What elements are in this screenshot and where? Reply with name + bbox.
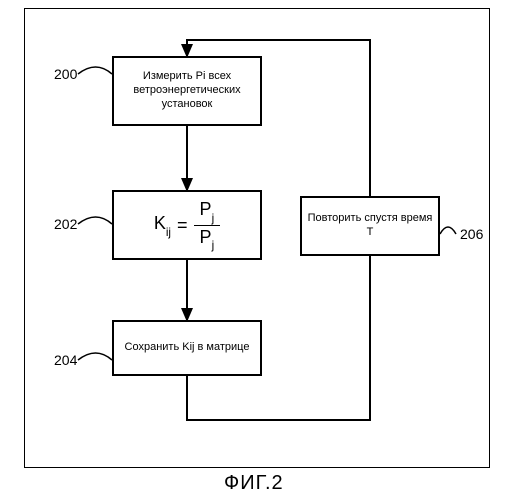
flow-node-measure: Измерить Pi всех ветроэнергетических уст… (112, 56, 262, 126)
formula-lhs: Kij (154, 213, 171, 237)
ref-label-204: 204 (54, 352, 77, 368)
diagram-canvas: Измерить Pi всех ветроэнергетических уст… (0, 0, 512, 500)
node-text: Измерить Pi всех ветроэнергетических уст… (118, 70, 256, 111)
fraction: Pj Pj (194, 200, 221, 250)
ref-label-202: 202 (54, 216, 77, 232)
flow-node-repeat: Повторить спустя время T (300, 196, 440, 256)
figure-caption: ФИГ.2 (224, 472, 284, 495)
node-text: Сохранить Kij в матрице (125, 341, 250, 355)
ref-label-206: 206 (460, 226, 483, 242)
flow-node-formula: Kij = Pj Pj (112, 190, 262, 260)
node-text: Повторить спустя время T (306, 212, 434, 240)
formula: Kij = Pj Pj (154, 200, 220, 250)
flow-node-store: Сохранить Kij в матрице (112, 320, 262, 376)
ref-label-200: 200 (54, 66, 77, 82)
equals-sign: = (177, 215, 188, 236)
